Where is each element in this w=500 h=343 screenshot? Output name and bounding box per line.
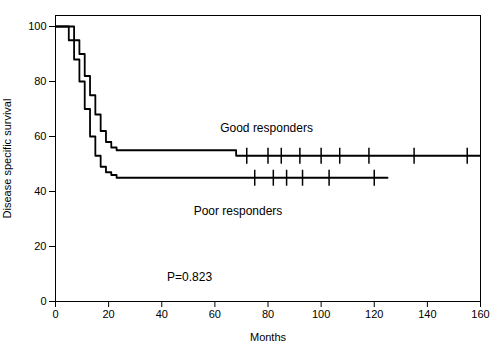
svg-text:60: 60 (209, 308, 221, 320)
svg-text:40: 40 (34, 185, 46, 197)
svg-text:100: 100 (312, 308, 330, 320)
svg-text:Months: Months (250, 331, 287, 343)
svg-text:20: 20 (34, 240, 46, 252)
svg-text:Poor responders: Poor responders (194, 204, 283, 218)
svg-text:80: 80 (34, 75, 46, 87)
svg-text:160: 160 (471, 308, 489, 320)
svg-text:Disease specific survival: Disease specific survival (1, 99, 13, 219)
svg-text:0: 0 (40, 295, 46, 307)
svg-text:Good responders: Good responders (220, 121, 313, 135)
svg-text:20: 20 (103, 308, 115, 320)
svg-text:140: 140 (418, 308, 436, 320)
svg-text:P=0.823: P=0.823 (167, 270, 212, 284)
svg-text:100: 100 (28, 20, 46, 32)
svg-text:80: 80 (262, 308, 274, 320)
svg-text:0: 0 (52, 308, 58, 320)
svg-text:120: 120 (365, 308, 383, 320)
svg-text:40: 40 (156, 308, 168, 320)
svg-text:60: 60 (34, 130, 46, 142)
